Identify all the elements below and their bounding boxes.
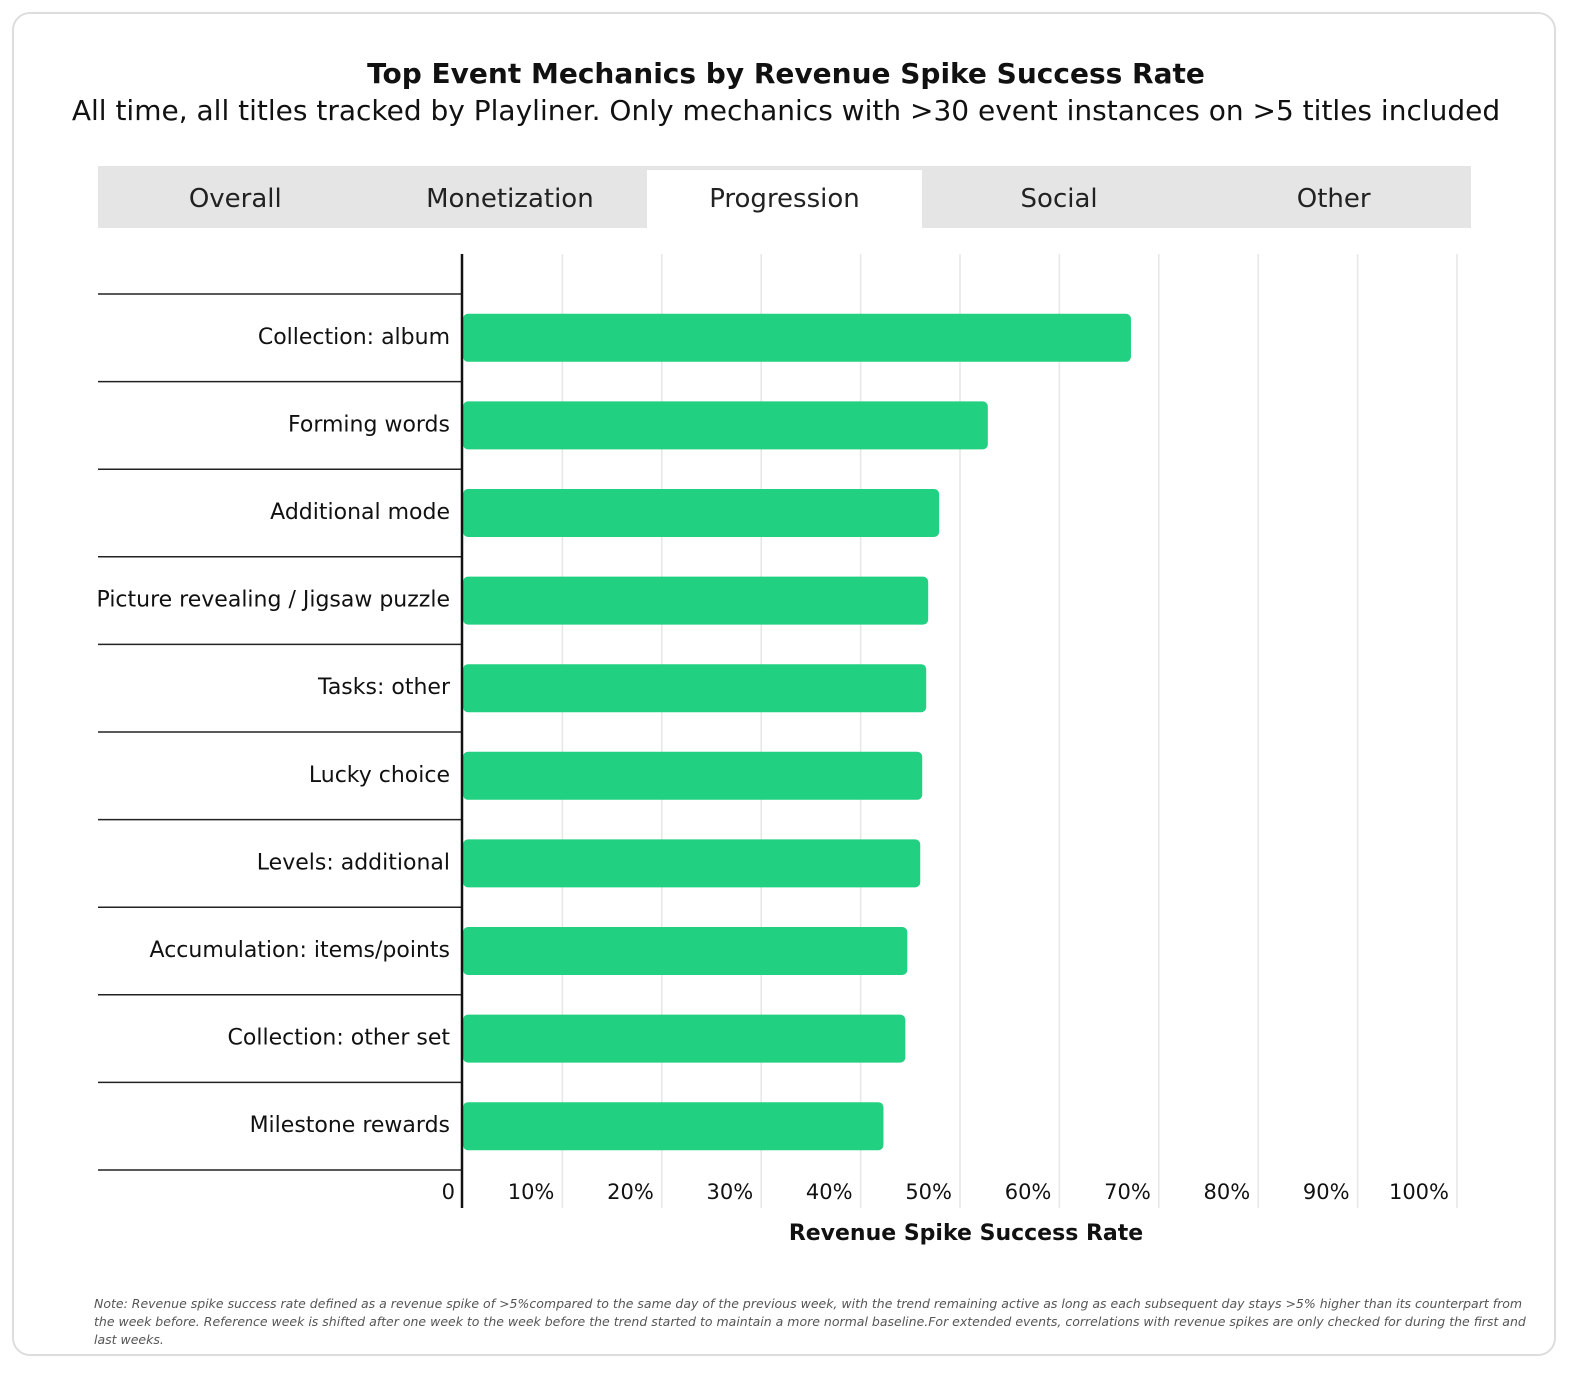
chart-title: Top Event Mechanics by Revenue Spike Suc… (367, 57, 1205, 90)
y-tick-label: Lucky choice (309, 763, 450, 788)
tab-bar: Overall Monetization Progression Social Othe… (98, 166, 1471, 228)
y-tick-label: Accumulation: items/points (150, 938, 450, 963)
bar (463, 489, 940, 537)
chart-subtitle: All time, all titles tracked by Playline… (72, 94, 1500, 127)
bar (463, 664, 927, 713)
bar (463, 839, 921, 888)
y-tick-label: Milestone rewards (250, 1113, 450, 1138)
bar (463, 751, 923, 800)
x-tick-label: 0 (442, 1180, 455, 1204)
bar (463, 1014, 906, 1063)
bar (463, 1102, 884, 1151)
bar (463, 401, 988, 450)
x-tick-label: 50% (905, 1180, 952, 1204)
y-tick-label: Picture revealing / Jigsaw puzzle (97, 588, 450, 613)
bar (463, 313, 1131, 362)
y-tick-label: Collection: album (258, 325, 450, 350)
x-tick-label: 80% (1204, 1180, 1251, 1204)
y-tick-label: Collection: other set (228, 1026, 451, 1051)
x-tick-label: 10% (508, 1180, 555, 1204)
x-tick-label: 20% (607, 1180, 654, 1204)
y-tick-label: Levels: additional (257, 850, 450, 875)
x-tick-label: 60% (1005, 1180, 1052, 1204)
x-tick-label: 40% (806, 1180, 853, 1204)
x-tick-label: 90% (1303, 1180, 1350, 1204)
x-tick-label: 100% (1389, 1180, 1449, 1204)
bar (463, 927, 908, 975)
y-tick-label: Tasks: other (317, 675, 451, 700)
tab[interactable]: Progression (647, 170, 922, 228)
x-axis-title: Revenue Spike Success Rate (789, 1221, 1143, 1246)
x-tick-label: 30% (707, 1180, 754, 1204)
y-tick-label: Additional mode (270, 500, 450, 525)
tab[interactable]: Monetization (373, 170, 648, 228)
tab[interactable]: Other (1196, 170, 1471, 228)
y-tick-label: Forming words (288, 412, 450, 437)
x-tick-label: 70% (1104, 1180, 1151, 1204)
tab[interactable]: Social (922, 170, 1197, 228)
card (12, 12, 1556, 1356)
note: Note: Revenue spike success rate defined… (94, 1296, 1526, 1347)
tab[interactable]: Overall (98, 170, 373, 228)
bar (463, 576, 929, 625)
